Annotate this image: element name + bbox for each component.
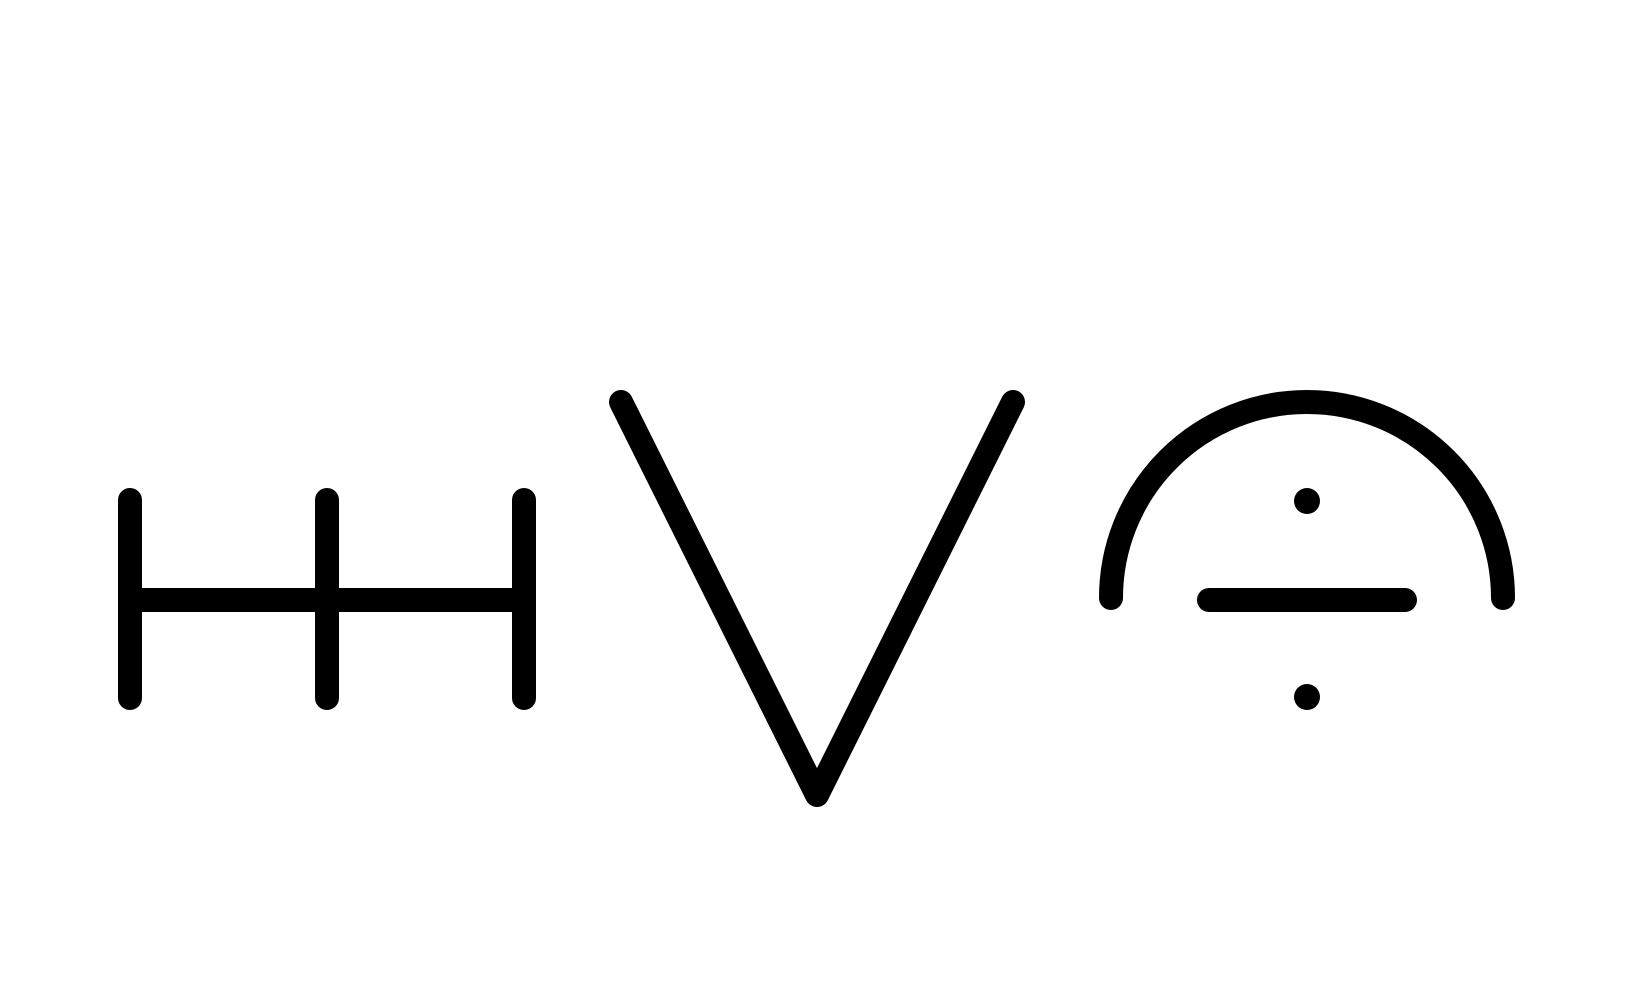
lower-dot <box>1294 684 1320 710</box>
upper-dot <box>1294 488 1320 514</box>
arc-divide-symbol <box>1099 390 1515 710</box>
v-symbol <box>609 390 1025 807</box>
triple-bar-h-symbol <box>118 488 536 710</box>
semicircle-arc <box>1099 390 1515 610</box>
v-shape-stroke <box>609 390 1025 807</box>
